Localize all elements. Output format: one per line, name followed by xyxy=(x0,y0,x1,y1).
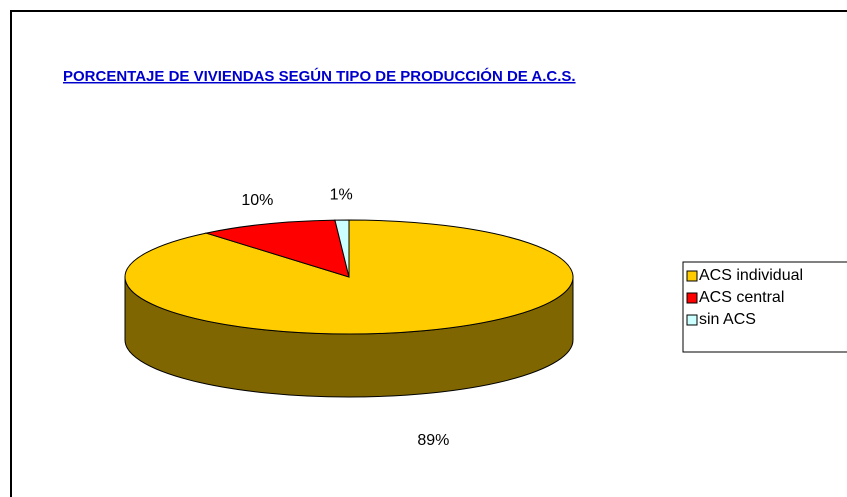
data-label: 1% xyxy=(330,186,353,203)
slice xyxy=(204,219,350,278)
legend-label: ACS individual xyxy=(699,267,803,284)
legend-swatch xyxy=(686,292,698,304)
legend-swatch xyxy=(686,314,698,326)
legend-box xyxy=(682,261,847,353)
chart-title: PORCENTAJE DE VIVIENDAS SEGÚN TIPO DE PR… xyxy=(63,67,576,85)
data-label: 10% xyxy=(241,192,273,209)
legend-swatch xyxy=(686,270,698,282)
data-label: 89% xyxy=(417,432,449,449)
legend-label: sin ACS xyxy=(699,311,756,328)
legend-label: ACS central xyxy=(699,289,784,306)
slice xyxy=(334,219,350,278)
